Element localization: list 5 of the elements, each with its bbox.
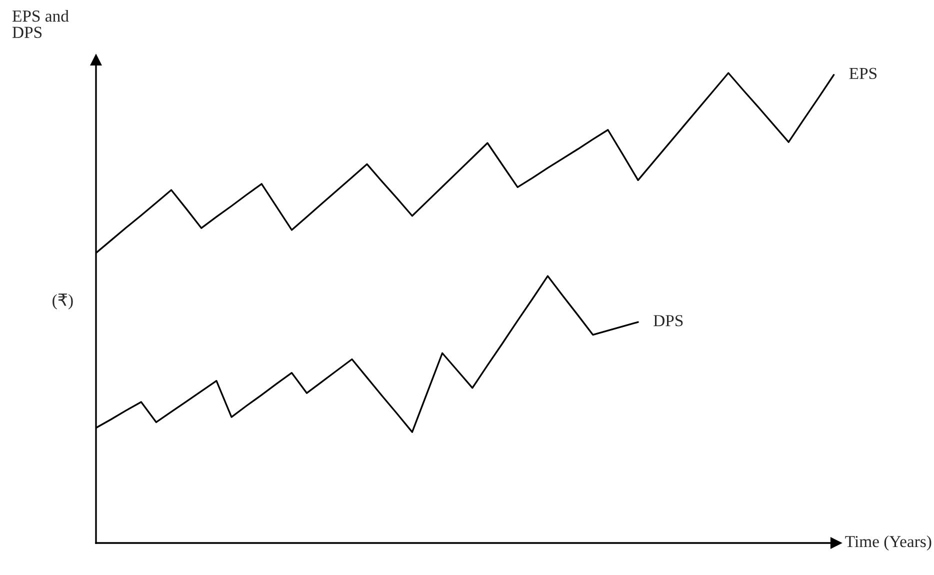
series-label: EPS xyxy=(849,68,877,80)
x-axis-title: Time (Years) xyxy=(845,535,932,551)
text: (₹) xyxy=(52,294,73,310)
series-label: DPS xyxy=(654,315,683,326)
y-axis-title: EPS and DPS xyxy=(12,10,69,38)
